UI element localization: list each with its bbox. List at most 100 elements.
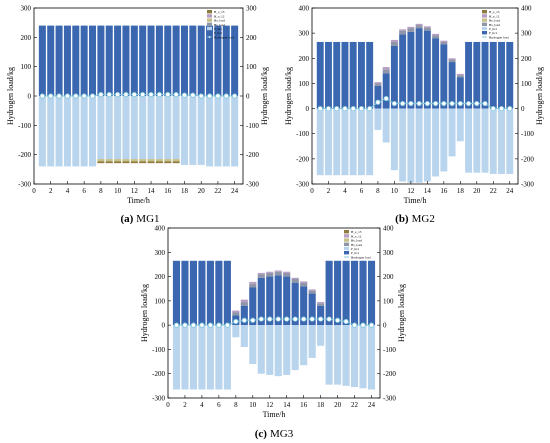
bar-H_e_13-h9 xyxy=(105,161,113,164)
y-axis-title-right: Hydrogen load/kg xyxy=(260,67,269,125)
legend-label: P_hs1 xyxy=(351,247,359,251)
ytick-label-right: 200 xyxy=(383,273,394,281)
xtick-label: 12 xyxy=(266,401,274,409)
bar-H_e_12-h14 xyxy=(423,26,431,28)
hydrogen-load-point-h11 xyxy=(400,100,406,107)
bar-P_hc1-h20 xyxy=(473,41,481,109)
hydrogen-load-point-h2 xyxy=(182,322,188,328)
bar-P_hc1-h17 xyxy=(448,62,456,109)
bar-H_e_12-h16 xyxy=(300,281,308,283)
bar-H_e_12-h12 xyxy=(266,271,274,273)
hydrogen-load-point-h15 xyxy=(156,91,162,98)
bar-P_hs1-h7 xyxy=(223,325,231,390)
bar-P_hc1-h21 xyxy=(481,41,489,109)
bar-P_hc1-h11 xyxy=(257,277,265,326)
bar-Hs_load-h16 xyxy=(300,282,308,287)
bar-P_hs1-h12 xyxy=(407,108,415,183)
ytick-label-left: -100 xyxy=(152,346,165,354)
xtick-label: 0 xyxy=(310,187,314,195)
ytick-label-right: -200 xyxy=(246,151,259,159)
hydrogen-load-point-h5 xyxy=(73,93,79,99)
bar-P_hc1-h2 xyxy=(47,25,55,97)
bar-P_hs1-h23 xyxy=(222,96,230,167)
hydrogen-load-point-h10 xyxy=(250,317,256,323)
bar-Hs_load-h11 xyxy=(257,274,265,278)
bar-P_hc1-h9 xyxy=(105,25,113,97)
bar-P_hc1-h24 xyxy=(367,260,376,326)
ytick-label-left: 200 xyxy=(21,34,32,42)
xtick-label: 4 xyxy=(66,187,70,195)
caption-letter: (c) xyxy=(255,428,268,440)
xtick-label: 8 xyxy=(99,187,103,195)
ytick-label-right: -300 xyxy=(521,181,534,189)
x-axis-title: Time/h xyxy=(404,196,427,205)
xtick-label: 18 xyxy=(181,187,189,195)
panel-caption: (b) MG2 xyxy=(395,213,435,225)
hydrogen-load-point-h4 xyxy=(64,93,71,99)
ytick-label-left: 300 xyxy=(155,249,166,257)
bar-P_hs1-h8 xyxy=(97,96,105,160)
bar-P_hc1-h22 xyxy=(489,41,497,109)
hydrogen-load-point-h13 xyxy=(140,91,146,98)
bar-P_hc1-h17 xyxy=(172,25,180,97)
legend-swatch xyxy=(482,22,487,26)
bar-P_hc1-h21 xyxy=(206,25,214,97)
bar-Hs_load-h18 xyxy=(317,303,325,306)
hydrogen-load-point-h19 xyxy=(190,92,196,98)
bar-P_hc1-h23 xyxy=(222,25,230,97)
hydrogen-load-point-h12 xyxy=(131,91,137,98)
bar-P_hs1-h3 xyxy=(333,108,341,176)
bar-P_hs1-h14 xyxy=(283,325,291,375)
bar-Hs_load-h11 xyxy=(122,159,130,162)
legend-label: Hydrogen load xyxy=(489,35,509,39)
hydrogen-load-point-h23 xyxy=(360,322,366,328)
bar-H_e_12-h16 xyxy=(440,40,448,42)
legend-swatch xyxy=(344,234,349,238)
ytick-label-left: 400 xyxy=(299,5,310,13)
bar-P_hc1-h7 xyxy=(89,25,97,97)
plot-frame xyxy=(167,227,381,399)
bar-Hs_load-h16 xyxy=(440,41,448,45)
hydrogen-load-point-h6 xyxy=(81,93,87,99)
ytick-label-left: -100 xyxy=(18,122,31,130)
bar-Hs_load-h15 xyxy=(155,159,163,162)
ytick-label-right: 300 xyxy=(383,249,394,257)
bar-P_hc1-h2 xyxy=(181,260,189,326)
bar-P_hc1-h14 xyxy=(147,25,155,97)
xtick-label: 20 xyxy=(473,187,481,195)
xtick-label: 0 xyxy=(32,187,36,195)
legend-swatch xyxy=(344,246,349,251)
xtick-label: 10 xyxy=(249,401,257,409)
bar-H_e_12-h10 xyxy=(390,39,398,42)
legend-swatch xyxy=(482,14,487,18)
bar-P_hc1-h10 xyxy=(390,45,398,109)
xtick-label: 2 xyxy=(49,187,53,195)
bar-Hs_load-h14 xyxy=(423,27,431,31)
bar-P_hs1-h16 xyxy=(300,325,308,366)
bar-P_hc1-h24 xyxy=(231,25,239,97)
legend-swatch xyxy=(207,14,212,18)
bar-P_hc1-h11 xyxy=(399,34,407,109)
bar-Hs_load-h13 xyxy=(139,159,147,162)
bar-H_e_12-h14 xyxy=(283,271,291,273)
panel-caption: (c) MG3 xyxy=(255,428,294,440)
ytick-label-right: 400 xyxy=(521,5,532,13)
y-axis-title-right: Hydrogen load/kg xyxy=(397,284,406,342)
bar-P_hc1-h19 xyxy=(189,25,197,97)
xtick-label: 6 xyxy=(82,187,86,195)
ytick-label-left: 100 xyxy=(299,80,310,88)
ytick-label-right: 0 xyxy=(383,322,387,330)
hydrogen-load-point-h11 xyxy=(123,91,129,98)
ytick-label-left: -200 xyxy=(296,155,309,163)
hydrogen-load-point-h18 xyxy=(457,100,463,107)
bar-P_hc1-h22 xyxy=(214,25,222,97)
xtick-label: 18 xyxy=(317,401,325,409)
legend-label: Hydrogen load xyxy=(214,35,234,39)
bar-P_hs1-h24 xyxy=(367,325,376,390)
plot-frame xyxy=(311,7,519,185)
x-axis-title: Time/h xyxy=(127,196,150,205)
legend-swatch xyxy=(207,10,212,14)
y-axis-title-left: Hydrogen load/kg xyxy=(140,284,149,342)
ytick-label-right: -100 xyxy=(246,122,259,130)
